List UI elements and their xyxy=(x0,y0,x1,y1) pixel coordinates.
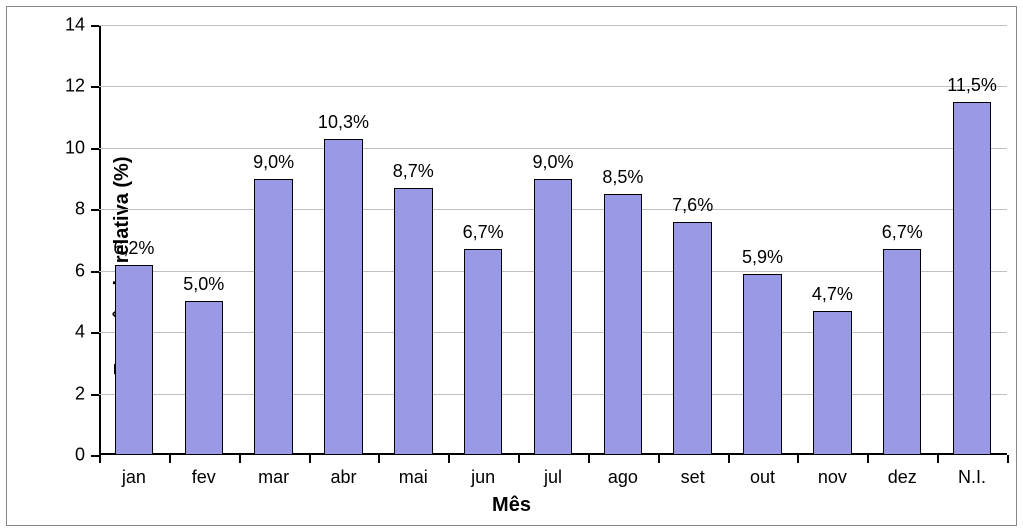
bar-value-label: 9,0% xyxy=(253,152,294,179)
bar-value-label: 8,5% xyxy=(602,167,643,194)
gridline xyxy=(99,148,1007,149)
bar xyxy=(883,249,921,455)
bar-value-label: 11,5% xyxy=(947,75,997,102)
x-tick-label: ago xyxy=(608,455,638,488)
x-tick-mark xyxy=(728,455,730,463)
x-tick-mark xyxy=(169,455,171,463)
x-axis-title: Mês xyxy=(7,494,1016,517)
x-tick-label: N.I. xyxy=(958,455,986,488)
x-tick-label: jan xyxy=(122,455,146,488)
x-tick-mark xyxy=(867,455,869,463)
bar-value-label: 5,9% xyxy=(742,247,783,274)
y-axis-line xyxy=(99,25,101,455)
y-tick-label: 0 xyxy=(75,445,99,466)
x-tick-label: jun xyxy=(471,455,495,488)
bar xyxy=(324,139,362,455)
y-tick-label: 2 xyxy=(75,383,99,404)
x-tick-label: fev xyxy=(192,455,216,488)
x-tick-mark xyxy=(797,455,799,463)
gridline xyxy=(99,86,1007,87)
x-tick-mark xyxy=(378,455,380,463)
x-tick-label: out xyxy=(750,455,775,488)
bar-value-label: 8,7% xyxy=(393,161,434,188)
x-tick-label: nov xyxy=(818,455,847,488)
bar xyxy=(604,194,642,455)
bar-value-label: 4,7% xyxy=(812,284,853,311)
bar xyxy=(185,301,223,455)
x-tick-mark xyxy=(1007,455,1009,463)
bar xyxy=(743,274,781,455)
bar xyxy=(115,265,153,455)
y-tick-label: 6 xyxy=(75,260,99,281)
x-tick-mark xyxy=(658,455,660,463)
x-tick-mark xyxy=(518,455,520,463)
bar-value-label: 6,7% xyxy=(463,222,504,249)
bar-value-label: 10,3% xyxy=(318,112,369,139)
bar xyxy=(394,188,432,455)
y-tick-label: 14 xyxy=(65,15,99,36)
y-tick-label: 12 xyxy=(65,76,99,97)
x-tick-label: set xyxy=(681,455,705,488)
bar xyxy=(464,249,502,455)
x-tick-mark xyxy=(239,455,241,463)
x-tick-mark xyxy=(99,455,101,463)
x-tick-label: mai xyxy=(399,455,428,488)
bar-value-label: 6,2% xyxy=(113,238,154,265)
x-tick-label: dez xyxy=(888,455,917,488)
chart-frame: Frequência relativa (%) Mês 024681012146… xyxy=(6,6,1017,526)
x-tick-mark xyxy=(309,455,311,463)
x-tick-mark xyxy=(588,455,590,463)
bar-value-label: 7,6% xyxy=(672,195,713,222)
y-tick-label: 8 xyxy=(75,199,99,220)
bar xyxy=(254,179,292,455)
x-tick-label: abr xyxy=(330,455,356,488)
gridline xyxy=(99,25,1007,26)
y-tick-label: 4 xyxy=(75,322,99,343)
bar xyxy=(813,311,851,455)
x-tick-label: mar xyxy=(258,455,289,488)
bar xyxy=(953,102,991,455)
plot-area: 024681012146,2%jan5,0%fev9,0%mar10,3%abr… xyxy=(99,25,1007,455)
bar xyxy=(534,179,572,455)
bar-value-label: 6,7% xyxy=(882,222,923,249)
x-tick-mark xyxy=(937,455,939,463)
x-tick-label: jul xyxy=(544,455,562,488)
bar-value-label: 5,0% xyxy=(183,274,224,301)
bar xyxy=(673,222,711,455)
y-tick-label: 10 xyxy=(65,137,99,158)
x-tick-mark xyxy=(448,455,450,463)
bar-value-label: 9,0% xyxy=(532,152,573,179)
